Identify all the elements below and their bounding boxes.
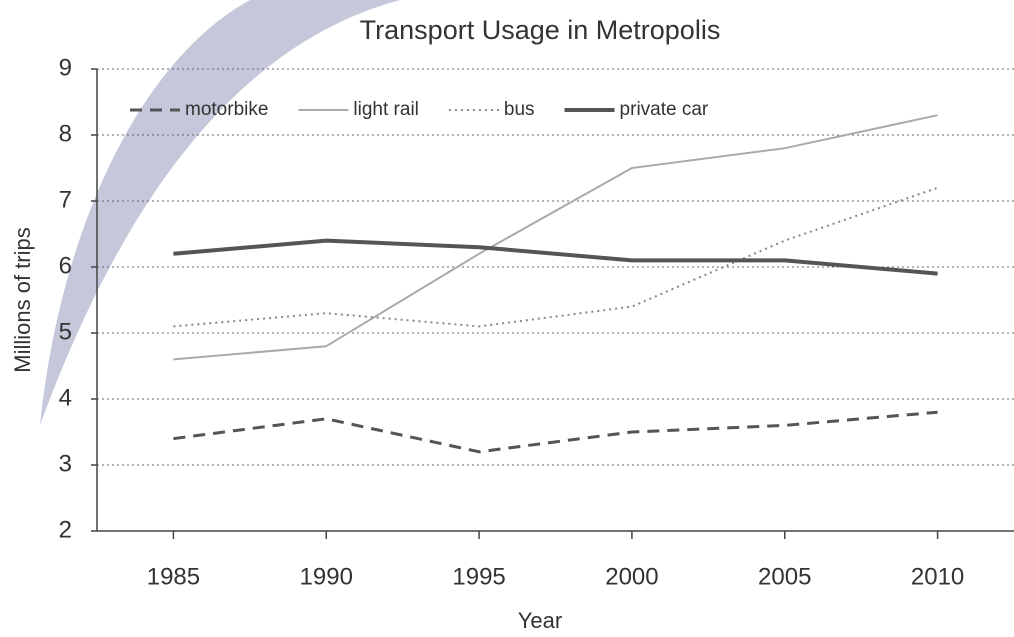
series-line [173, 114, 938, 361]
decorative-swoosh [40, 0, 400, 425]
legend-label: private car [620, 99, 709, 120]
legend-label: motorbike [185, 99, 268, 120]
chart-title: Transport Usage in Metropolis [360, 15, 721, 45]
x-tick-label: 1990 [300, 563, 353, 590]
series-line [173, 186, 938, 328]
x-tick-label: 1985 [147, 563, 200, 590]
x-tick-label: 2000 [605, 563, 658, 590]
y-tick-label: 5 [59, 318, 72, 345]
y-tick-label: 6 [59, 252, 72, 279]
series-line [173, 238, 938, 276]
y-tick-label: 3 [59, 450, 72, 477]
y-tick-label: 7 [59, 186, 72, 213]
x-axis-label: Year [518, 608, 562, 633]
legend-label: bus [504, 99, 535, 120]
x-tick-label: 2005 [758, 563, 811, 590]
y-tick-label: 4 [59, 384, 72, 411]
y-tick-label: 9 [59, 54, 72, 81]
x-tick-label: 2010 [911, 563, 964, 590]
series-line [173, 410, 938, 454]
x-tick-label: 1995 [452, 563, 505, 590]
y-tick-label: 2 [59, 516, 72, 543]
y-axis-label: Millions of trips [10, 227, 35, 372]
legend-label: light rail [353, 99, 418, 120]
y-tick-label: 8 [59, 120, 72, 147]
